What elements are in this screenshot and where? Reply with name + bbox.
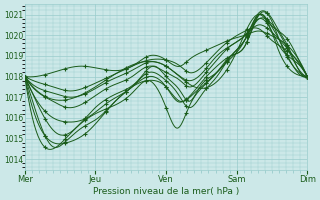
X-axis label: Pression niveau de la mer( hPa ): Pression niveau de la mer( hPa ) [93,187,239,196]
